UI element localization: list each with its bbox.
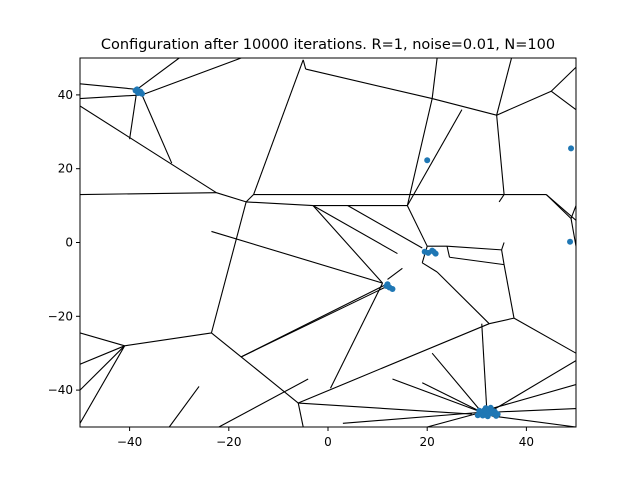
voronoi-edge [298,323,490,404]
y-tick-label: −20 [48,309,73,323]
voronoi-edge [496,115,505,195]
voronoi-edge [347,205,423,249]
voronoi-edge [498,194,505,203]
voronoi-edge [387,267,403,280]
voronoi-edge [218,378,309,427]
voronoi-edge [503,264,515,319]
voronoi-edge [570,218,576,247]
x-tick-label: −40 [117,435,142,449]
voronoi-edge [421,382,483,413]
voronoi-edge [491,384,576,410]
x-tick-label: 20 [420,435,435,449]
data-point [139,90,145,97]
voronoi-edge [488,360,576,413]
voronoi-edge [80,332,125,347]
voronoi-edge [141,94,173,164]
voronoi-edge [80,345,126,424]
voronoi-edge [211,332,242,358]
voronoi-edge [427,411,482,427]
voronoi-edge [80,345,126,391]
voronoi-edge [436,271,490,325]
data-point [424,157,431,164]
voronoi-edge [550,90,576,111]
voronoi-edges [80,58,576,427]
data-point [479,412,486,419]
data-point [568,145,575,152]
voronoi-edge [489,317,515,325]
y-tick-label: 40 [58,88,73,102]
voronoi-edge [392,378,482,413]
voronoi-edge [342,411,482,424]
voronoi-edge [302,59,307,70]
y-tick-label: 0 [65,236,73,250]
voronoi-edge [312,205,383,284]
voronoi-edge [431,58,438,99]
y-axis-ticks: −40 −20 0 20 40 [48,88,80,397]
voronoi-edge [406,98,433,206]
voronoi-edge [312,205,398,255]
data-point [389,285,396,292]
data-point [493,412,500,419]
voronoi-edge [124,332,212,347]
voronoi-edge [245,194,254,203]
data-point [134,86,141,93]
voronoi-edge [297,402,304,427]
voronoi-edge [501,242,505,251]
data-point [567,238,574,245]
voronoi-edge [491,415,576,427]
voronoi-edge [211,230,383,284]
voronoi-edge [210,201,247,334]
voronoi-edge [421,262,438,273]
data-point [482,405,489,412]
voronoi-edge [406,109,463,206]
x-tick-label: −20 [216,435,241,449]
voronoi-edge [80,192,217,196]
voronoi-edge [80,105,217,194]
voronoi-edge [496,58,513,116]
voronoi-edge [446,246,451,258]
voronoi-edge [545,194,572,219]
voronoi-edge [80,94,143,100]
data-point [476,407,483,414]
voronoi-edge [305,68,433,100]
voronoi-edge [449,256,505,266]
y-tick-label: 20 [58,162,73,176]
data-point [487,404,494,411]
voronoi-edge [298,402,472,415]
data-point [430,248,437,255]
voronoi-edge [570,205,576,219]
x-tick-label: 0 [324,435,332,449]
voronoi-edge [491,408,576,413]
voronoi-edge [513,317,576,354]
voronoi-edge [406,205,428,247]
voronoi-edge [216,192,247,203]
voronoi-edge [496,90,552,116]
data-point [484,413,491,420]
voronoi-edge [481,323,488,409]
voronoi-edge [136,58,180,90]
voronoi-edge [447,245,502,251]
voronoi-edge [431,352,483,413]
voronoi-edge [240,356,299,404]
voronoi-edge [80,345,125,365]
x-axis-ticks: −40 −20 0 20 40 [117,427,534,449]
voronoi-edge [329,282,384,389]
voronoi-edge [550,66,576,92]
voronoi-edge [432,98,497,116]
voronoi-edge [253,59,304,195]
voronoi-edge [129,89,138,140]
data-points [132,86,575,420]
voronoi-edge [501,249,505,265]
x-tick-label: 40 [519,435,534,449]
voronoi-edge [246,201,314,207]
chart-title: Configuration after 10000 iterations. R=… [101,37,555,53]
voronoi-edge [141,58,242,96]
voronoi-edge [80,83,138,90]
voronoi-edge [240,284,391,358]
y-tick-label: −40 [48,383,73,397]
data-point [384,281,391,288]
voronoi-edge [168,386,200,427]
